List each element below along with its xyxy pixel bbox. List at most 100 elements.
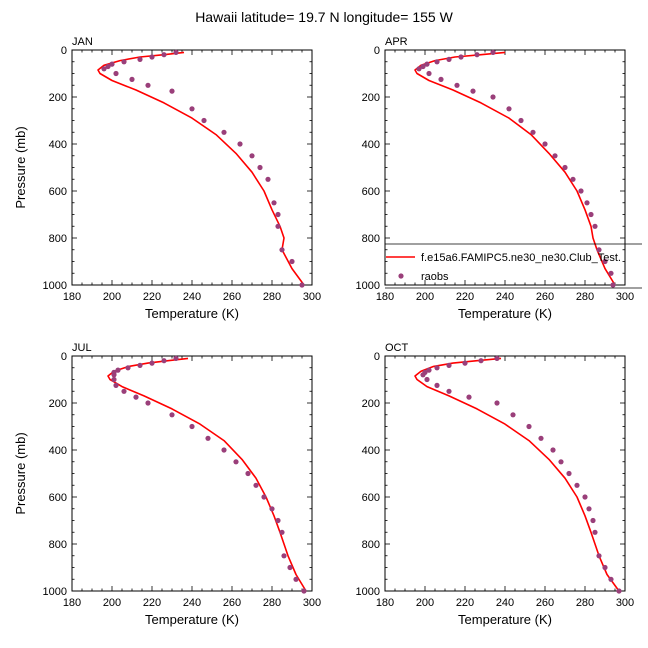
oct-x-tick-label: 240 [496, 597, 514, 609]
jan-raobs-point [279, 247, 285, 253]
jul-x-tick-label: 180 [63, 597, 81, 609]
jan-raobs-point [121, 59, 127, 65]
apr-raobs-point [474, 52, 480, 58]
jul-raobs-point [233, 459, 239, 465]
jan-x-axis-label: Temperature (K) [145, 306, 239, 321]
jan-raobs-point [169, 88, 175, 94]
oct-raobs-point [574, 482, 580, 488]
jul-raobs-point [189, 423, 195, 430]
apr-x-tick-label: 180 [376, 291, 394, 303]
jan-raobs-point [289, 258, 295, 265]
oct-x-tick-label: 200 [416, 597, 434, 609]
jan-raobs-point [105, 63, 111, 70]
jan-y-tick-label: 0 [61, 45, 67, 57]
jan-raobs-point [109, 61, 115, 67]
oct-raobs-point [494, 400, 500, 406]
oct-raobs-point [602, 564, 608, 571]
jul-plot-frame [71, 355, 313, 592]
apr-x-tick-label: 280 [576, 291, 594, 303]
apr-y-tick-label: 600 [362, 186, 380, 198]
apr-raobs-point [518, 117, 524, 124]
apr-raobs-point [506, 106, 512, 112]
jan-x-tick-label: 260 [223, 291, 241, 303]
jul-raobs-point [121, 388, 127, 394]
legend: f.e15a6.FAMIPC5.ne30_ne30.Club_Test. rao… [385, 243, 642, 289]
jul-raobs-point [111, 372, 117, 378]
oct-raobs-point [558, 459, 564, 465]
apr-raobs-point [570, 176, 576, 182]
jan-x-tick-label: 180 [63, 291, 81, 303]
apr-raobs-point [584, 200, 590, 206]
apr-y-tick-label: 200 [362, 92, 380, 104]
oct-raobs-point [526, 423, 532, 430]
apr-x-tick-label: 300 [616, 291, 634, 303]
apr-raobs-point [552, 153, 558, 159]
jul-raobs-point [113, 382, 119, 388]
oct-raobs-point [424, 376, 430, 383]
jan-y-tick-label: 200 [49, 92, 67, 104]
jan-raobs-point [137, 56, 143, 63]
jan-x-tick-label: 280 [263, 291, 281, 303]
apr-raobs-point [434, 59, 440, 65]
oct-x-tick-label: 260 [536, 597, 554, 609]
oct-raobs-point [446, 388, 452, 394]
oct-x-tick-label: 220 [456, 597, 474, 609]
jan-raobs-point [249, 153, 255, 159]
jul-y-tick-label: 200 [49, 398, 67, 410]
jan-raobs-point [299, 282, 305, 288]
apr-x-tick-label: 260 [536, 291, 554, 303]
apr-raobs-point [578, 188, 584, 194]
jul-raobs-point [221, 447, 227, 453]
apr-raobs-point [562, 164, 568, 171]
apr-raobs-point [542, 141, 548, 147]
jul-x-axis-label: Temperature (K) [145, 612, 239, 627]
jul-x-tick-label: 280 [263, 597, 281, 609]
oct-y-tick-label: 200 [362, 398, 380, 410]
legend-raobs-label: raobs [421, 271, 449, 283]
apr-y-tick-label: 400 [362, 139, 380, 151]
oct-raobs-point [590, 517, 596, 524]
apr-x-tick-label: 240 [496, 291, 514, 303]
jan-x-tick-label: 300 [303, 291, 321, 303]
apr-y-tick-label: 1000 [356, 280, 380, 292]
oct-raobs-point [596, 553, 602, 559]
jul-raobs-point [253, 482, 259, 488]
jul-raobs-point [111, 376, 117, 383]
apr-y-tick-label: 0 [374, 45, 380, 57]
oct-y-tick-label: 400 [362, 445, 380, 457]
apr-raobs-point [610, 282, 616, 288]
jan-x-tick-label: 240 [183, 291, 201, 303]
jul-x-tick-label: 220 [143, 597, 161, 609]
apr-raobs-point [530, 129, 536, 135]
oct-raobs-point [462, 360, 468, 366]
apr-model-series-line [414, 51, 616, 286]
jul-panel-label: JUL [72, 342, 92, 354]
oct-raobs-point [420, 372, 426, 378]
oct-x-tick-label: 180 [376, 597, 394, 609]
jul-y-tick-label: 600 [49, 492, 67, 504]
jul-raobs-point [137, 362, 143, 368]
apr-raobs-point [608, 270, 614, 276]
jan-raobs-point [271, 200, 277, 206]
apr-x-axis-label: Temperature (K) [458, 306, 552, 321]
apr-raobs-point [420, 63, 426, 70]
jan-x-tick-label: 220 [143, 291, 161, 303]
jul-y-tick-label: 400 [49, 445, 67, 457]
jul-y-tick-label: 0 [61, 351, 67, 363]
apr-raobs-point [592, 223, 598, 229]
oct-x-axis-label: Temperature (K) [458, 612, 552, 627]
jan-raobs-point [265, 176, 271, 182]
jul-raobs-point [205, 435, 211, 441]
jul-raobs-point [161, 358, 167, 364]
panel-jul: 180 200 220 240 260 280 300 0 200 400 600 800 1000 Te… [13, 342, 321, 627]
jul-y-tick-label: 800 [49, 539, 67, 551]
apr-x-tick-label: 220 [456, 291, 474, 303]
legend-raobs-marker [398, 273, 404, 279]
apr-raobs-point [490, 49, 496, 56]
jul-raobs-point [261, 494, 267, 500]
oct-raobs-point [434, 382, 440, 388]
oct-plot-frame [384, 355, 626, 592]
jul-y-tick-label: 1000 [43, 586, 67, 598]
apr-x-tick-label: 200 [416, 291, 434, 303]
